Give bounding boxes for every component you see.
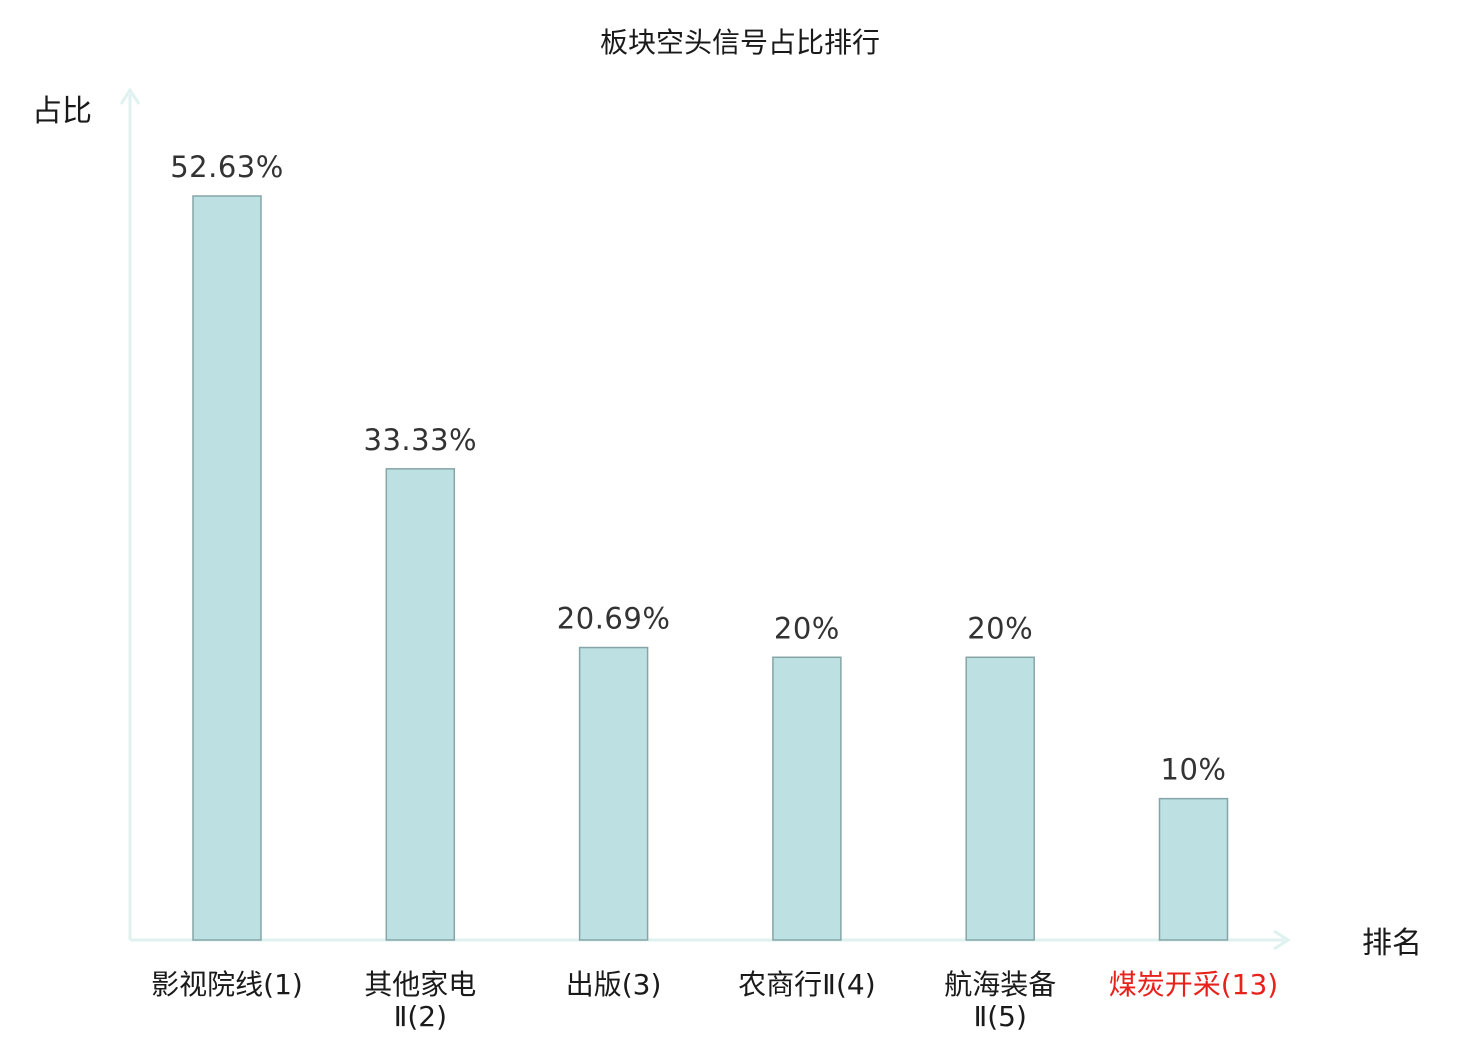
bar-1 xyxy=(192,195,262,941)
bar-6 xyxy=(1158,797,1229,941)
chart-title: 板块空头信号占比排行 xyxy=(600,26,880,59)
data-label-6: 10% xyxy=(1161,753,1227,787)
value-labels-group: 52.63% 33.33% 20.69% 20% 20% 10% xyxy=(170,150,1226,787)
data-label-3: 20.69% xyxy=(557,602,671,636)
x-tick-label-5-line-2: Ⅱ(5) xyxy=(973,1000,1026,1033)
bar-3 xyxy=(578,646,649,941)
bar-4 xyxy=(772,656,842,941)
y-axis-arrow-icon xyxy=(119,87,141,105)
data-label-1: 52.63% xyxy=(170,150,284,184)
data-label-4: 20% xyxy=(774,611,840,645)
bar-5 xyxy=(965,656,1035,941)
data-label-2: 33.33% xyxy=(364,423,478,457)
x-tick-label-2-line-2: Ⅱ(2) xyxy=(394,1000,447,1033)
x-tick-label-5-line-1: 航海装备 xyxy=(944,968,1056,1001)
x-tick-label-1: 影视院线(1) xyxy=(151,968,303,1001)
x-axis-arrow-icon xyxy=(1273,929,1291,951)
x-tick-label-3: 出版(3) xyxy=(566,968,662,1001)
bars-group xyxy=(192,195,1229,941)
x-tick-label-6: 煤炭开采(13) xyxy=(1109,968,1278,1001)
x-tick-label-2-line-1: 其他家电 xyxy=(364,968,476,1001)
bar-2 xyxy=(385,468,456,941)
data-label-5: 20% xyxy=(967,611,1033,645)
axes xyxy=(119,87,1291,951)
x-tick-label-4: 农商行Ⅱ(4) xyxy=(738,968,875,1001)
x-axis-label: 排名 xyxy=(1362,926,1422,961)
y-axis-label: 占比 xyxy=(32,94,92,129)
